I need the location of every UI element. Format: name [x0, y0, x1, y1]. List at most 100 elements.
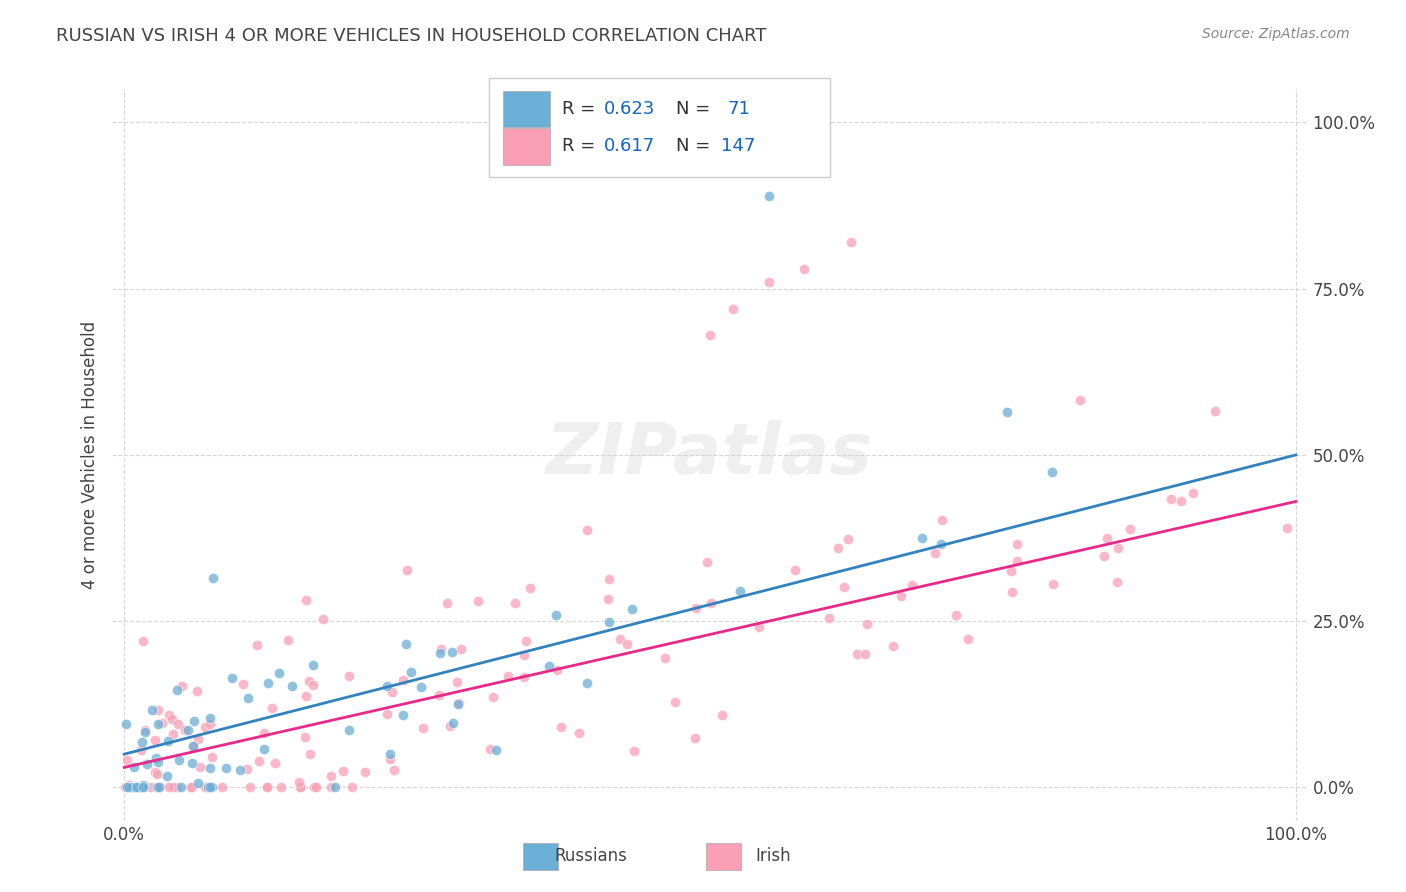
Point	[260, 701, 283, 715]
Point	[236, 763, 259, 777]
Point	[664, 695, 686, 709]
Point	[264, 756, 287, 771]
Point	[177, 723, 200, 737]
Text: 71: 71	[727, 100, 749, 118]
Point	[513, 648, 536, 662]
Text: 0.623: 0.623	[605, 100, 655, 118]
Point	[198, 716, 221, 731]
Point	[505, 595, 527, 609]
Point	[856, 617, 879, 632]
Point	[236, 690, 259, 705]
Point	[339, 669, 361, 683]
Point	[399, 665, 422, 679]
Point	[576, 523, 599, 537]
Point	[167, 717, 190, 731]
Point	[295, 689, 318, 703]
Point	[538, 658, 561, 673]
Point	[277, 633, 299, 648]
Point	[183, 739, 205, 753]
Point	[319, 769, 342, 783]
Point	[485, 742, 508, 756]
Point	[929, 537, 952, 551]
Point	[623, 744, 645, 758]
Point	[995, 405, 1018, 419]
Point	[699, 596, 721, 610]
Point	[290, 780, 312, 795]
Point	[132, 778, 155, 792]
Point	[157, 734, 180, 748]
Point	[546, 664, 568, 678]
Point	[160, 712, 183, 726]
Point	[115, 717, 138, 731]
Point	[180, 780, 202, 795]
Point	[297, 673, 319, 688]
Point	[1095, 531, 1118, 545]
Point	[758, 188, 780, 202]
Point	[931, 513, 953, 527]
Point	[685, 731, 707, 745]
Point	[723, 301, 745, 316]
Point	[728, 584, 751, 599]
Point	[256, 780, 278, 795]
Point	[131, 780, 153, 795]
Point	[114, 780, 136, 795]
Point	[120, 780, 142, 795]
Point	[198, 780, 221, 795]
Point	[298, 747, 321, 761]
Point	[188, 760, 211, 774]
Point	[839, 235, 862, 249]
Point	[128, 780, 150, 795]
Point	[783, 563, 806, 577]
Point	[340, 780, 363, 795]
Point	[380, 752, 402, 766]
Point	[134, 725, 156, 739]
Y-axis label: 4 or more Vehicles in Household: 4 or more Vehicles in Household	[80, 321, 98, 589]
Point	[194, 780, 217, 795]
Point	[911, 531, 934, 545]
Point	[441, 716, 464, 731]
Point	[901, 578, 924, 592]
Point	[956, 632, 979, 646]
Point	[1069, 392, 1091, 407]
Point	[267, 666, 290, 681]
Point	[148, 780, 170, 795]
Point	[221, 671, 243, 685]
Point	[117, 780, 139, 795]
Text: N =: N =	[676, 100, 710, 118]
Point	[817, 611, 839, 625]
Point	[576, 675, 599, 690]
Point	[228, 763, 250, 777]
FancyBboxPatch shape	[523, 843, 558, 870]
Point	[513, 670, 536, 684]
Point	[1001, 585, 1024, 599]
Point	[246, 638, 269, 652]
Point	[568, 726, 591, 740]
Point	[1005, 554, 1028, 568]
Point	[304, 780, 326, 795]
Point	[519, 581, 541, 595]
Point	[294, 730, 316, 744]
Point	[301, 657, 323, 672]
FancyBboxPatch shape	[489, 78, 830, 177]
Point	[391, 673, 413, 687]
Text: R =: R =	[562, 100, 602, 118]
Point	[118, 780, 141, 795]
Point	[699, 328, 721, 343]
Point	[117, 778, 139, 792]
Point	[157, 780, 180, 795]
Point	[181, 780, 204, 795]
Point	[172, 679, 194, 693]
Point	[132, 780, 155, 795]
Point	[1204, 404, 1226, 418]
Point	[436, 596, 458, 610]
Point	[382, 763, 405, 777]
Point	[141, 703, 163, 717]
Point	[430, 641, 453, 656]
Point	[302, 780, 325, 795]
Point	[115, 753, 138, 767]
Point	[312, 612, 335, 626]
FancyBboxPatch shape	[706, 843, 741, 870]
Point	[115, 780, 138, 795]
Point	[837, 532, 859, 546]
Point	[134, 723, 156, 738]
